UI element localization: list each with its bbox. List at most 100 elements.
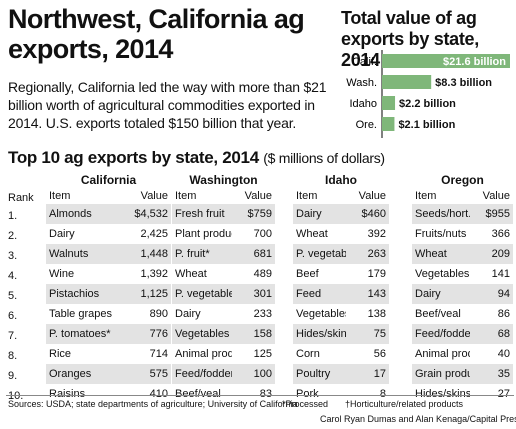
table-row: Hides/skins 75 bbox=[293, 324, 389, 344]
value-cell: 410 bbox=[149, 388, 168, 400]
column-headers: Item Value bbox=[293, 188, 389, 204]
value-cell: 17 bbox=[373, 368, 386, 380]
table-row: P. fruit* 681 bbox=[172, 244, 275, 264]
value-cell: 179 bbox=[367, 268, 386, 280]
item-cell: Vegetables bbox=[175, 328, 230, 340]
value-cell: 392 bbox=[367, 228, 386, 240]
column-headers: Item Value bbox=[46, 188, 171, 204]
rank-list: 1. 2. 3. 4. 5. 6. 7. 8. 9. 10. bbox=[8, 206, 42, 406]
value-cell: 1,125 bbox=[140, 288, 168, 300]
item-cell: Wheat bbox=[175, 268, 207, 280]
table-row: Table grapes 890 bbox=[46, 304, 171, 324]
item-cell: Dairy bbox=[415, 288, 441, 300]
item-cell: Pork bbox=[296, 388, 319, 400]
state-name: Washington bbox=[189, 173, 258, 187]
table-row: Walnuts 1,448 bbox=[46, 244, 171, 264]
value-cell: 700 bbox=[253, 228, 272, 240]
item-cell: Walnuts bbox=[49, 248, 89, 260]
value-cell: 143 bbox=[367, 288, 386, 300]
value-cell: 83 bbox=[259, 388, 272, 400]
item-cell: Oranges bbox=[49, 368, 92, 380]
table-row: Animal products 40 bbox=[412, 344, 513, 364]
table-row: Animal products 125 bbox=[172, 344, 275, 364]
bar bbox=[382, 54, 510, 68]
table-row: Wine 1,392 bbox=[46, 264, 171, 284]
bar bbox=[382, 75, 432, 89]
value-cell: $460 bbox=[361, 208, 386, 220]
item-cell: Plant products bbox=[175, 228, 232, 240]
value-header: Value bbox=[482, 190, 510, 202]
value-cell: 366 bbox=[491, 228, 510, 240]
column-headers: Item Value bbox=[172, 188, 275, 204]
headline: Northwest, California ag exports, 2014 bbox=[8, 4, 305, 64]
item-cell: Beef/veal bbox=[175, 388, 221, 400]
rank-column: Rank 1. 2. 3. 4. 5. 6. 7. 8. 9. 10. bbox=[8, 190, 42, 406]
table-row: P. vegetables* 301 bbox=[172, 284, 275, 304]
item-cell: Feed/fodder bbox=[175, 368, 232, 380]
credit-line: Carol Ryan Dumas and Alan Kenaga/Capital… bbox=[320, 414, 516, 424]
table-row: Almonds $4,532 bbox=[46, 204, 171, 224]
item-cell: Wheat bbox=[415, 248, 447, 260]
value-cell: $4,532 bbox=[134, 208, 168, 220]
table-row: P. tomatoes* 776 bbox=[46, 324, 171, 344]
table-row: Fruits/nuts 366 bbox=[412, 224, 513, 244]
table-row: Fresh fruit $759 bbox=[172, 204, 275, 224]
footer-divider bbox=[6, 395, 514, 396]
top10-title-text: Top 10 ag exports by state, 2014 bbox=[8, 148, 259, 167]
value-cell: 8 bbox=[379, 388, 386, 400]
item-cell: Pistachios bbox=[49, 288, 100, 300]
rank-cell: 10. bbox=[8, 390, 24, 402]
bar-category-label: Idaho bbox=[349, 98, 377, 110]
item-cell: Dairy bbox=[175, 308, 201, 320]
sources-note: Sources: USDA; state departments of agri… bbox=[8, 399, 298, 409]
table-row: Rice 714 bbox=[46, 344, 171, 364]
table-row: Wheat 209 bbox=[412, 244, 513, 264]
value-cell: 40 bbox=[497, 348, 510, 360]
item-cell: Beef/veal bbox=[415, 308, 461, 320]
item-cell: Animal products bbox=[175, 348, 232, 360]
state-table-oregon: Oregon Item Value Seeds/hort.† $955 Fruits/nu… bbox=[412, 172, 513, 404]
item-cell: Wine bbox=[49, 268, 75, 280]
table-row: Hides/skins 27 bbox=[412, 384, 513, 404]
value-cell: 1,448 bbox=[140, 248, 168, 260]
value-cell: 2,425 bbox=[140, 228, 168, 240]
item-cell: P. fruit* bbox=[175, 248, 210, 260]
table-row: Beef 179 bbox=[293, 264, 389, 284]
bar bbox=[382, 117, 395, 131]
value-cell: $955 bbox=[485, 208, 510, 220]
value-cell: 209 bbox=[491, 248, 510, 260]
item-cell: Feed/fodders bbox=[415, 328, 470, 340]
value-header: Value bbox=[140, 190, 168, 202]
rank-cell: 2. bbox=[8, 230, 18, 242]
value-bar-chart: Calif. $21.6 billion Wash. $8.3 billion Idah… bbox=[346, 50, 510, 138]
value-cell: 86 bbox=[497, 308, 510, 320]
state-table-california: California Item Value Almonds $4,532 Dairy 2,4… bbox=[46, 172, 171, 404]
item-cell: Rice bbox=[49, 348, 72, 360]
value-header: Value bbox=[244, 190, 272, 202]
rank-cell: 7. bbox=[8, 330, 18, 342]
table-row: Wheat 489 bbox=[172, 264, 275, 284]
value-cell: 776 bbox=[149, 328, 168, 340]
bar-value-label: $2.1 billion bbox=[398, 119, 455, 131]
bar-value-label: $8.3 billion bbox=[435, 77, 492, 89]
value-cell: 714 bbox=[149, 348, 168, 360]
item-cell: Dairy bbox=[296, 208, 322, 220]
item-header: Item bbox=[415, 190, 437, 202]
table-row: Dairy 2,425 bbox=[46, 224, 171, 244]
table-row: Oranges 575 bbox=[46, 364, 171, 384]
value-cell: 681 bbox=[253, 248, 272, 260]
item-cell: Table grapes bbox=[49, 308, 112, 320]
value-cell: 489 bbox=[253, 268, 272, 280]
item-cell: Fresh fruit bbox=[175, 208, 225, 220]
bar-category-label: Ore. bbox=[356, 119, 377, 131]
table-row: Seeds/hort.† $955 bbox=[412, 204, 513, 224]
value-cell: 35 bbox=[497, 368, 510, 380]
state-table-washington: Washington Item Value Fresh fruit $759 Plant … bbox=[172, 172, 275, 404]
item-cell: Raisins bbox=[49, 388, 86, 400]
value-cell: 68 bbox=[497, 328, 510, 340]
item-cell: Dairy bbox=[49, 228, 75, 240]
item-cell: Hides/skins bbox=[415, 388, 470, 400]
table-row: Poultry 17 bbox=[293, 364, 389, 384]
value-cell: 575 bbox=[149, 368, 168, 380]
table-row: Raisins 410 bbox=[46, 384, 171, 404]
